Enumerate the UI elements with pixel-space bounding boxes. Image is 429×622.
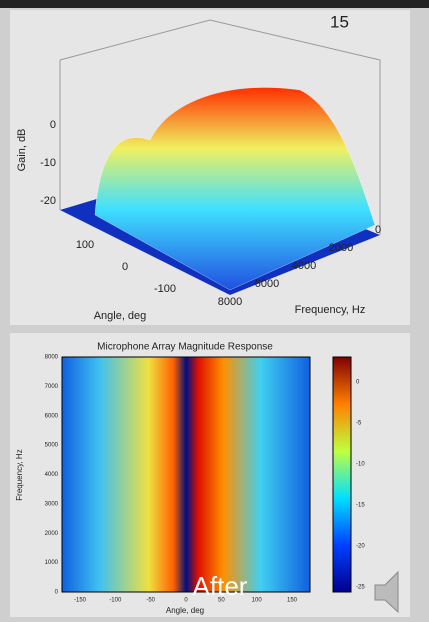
colorbar-tick: -5: [356, 421, 362, 427]
slide: 15 Gain, dB 0-10-201000-1000200040006000…: [0, 0, 429, 617]
heatmap-y-tick: 1000: [45, 560, 59, 566]
heatmap-x-tick: -150: [74, 598, 87, 604]
angle-tick: -100: [154, 283, 176, 295]
angle-label: Angle, deg: [94, 310, 147, 322]
heatmap-y-tick: 6000: [45, 413, 59, 419]
colorbar-tick: -15: [356, 503, 365, 509]
heatmap-y-tick: 3000: [45, 501, 59, 507]
heatmap-x-tick: -50: [146, 598, 155, 604]
heatmap-y-tick: 7000: [45, 384, 59, 390]
heatmap-x-tick: -100: [109, 598, 122, 604]
heatmap-y-tick: 5000: [45, 443, 59, 449]
heatmap-y-tick: 2000: [45, 531, 59, 537]
frequency-tick: 8000: [218, 296, 242, 308]
heatmap-y-tick: 4000: [45, 472, 59, 478]
frequency-tick: 0: [375, 224, 381, 236]
slide-number: 15: [330, 12, 349, 31]
caption: After: [193, 571, 248, 601]
colorbar: [333, 357, 351, 592]
heatmap-x-tick: 150: [287, 598, 298, 604]
z-label: Gain, dB: [16, 129, 28, 172]
frequency-tick: 2000: [329, 242, 353, 254]
angle-tick: 100: [76, 239, 94, 251]
z-tick: -20: [40, 195, 56, 207]
angle-tick: 0: [122, 261, 128, 273]
z-tick: 0: [50, 119, 56, 131]
heatmap-y-tick: 8000: [45, 355, 59, 361]
colorbar-tick: -10: [356, 462, 365, 468]
frequency-tick: 6000: [255, 278, 279, 290]
top-bar: [0, 0, 429, 8]
heatmap-title: Microphone Array Magnitude Response: [97, 342, 273, 353]
z-tick: -10: [40, 157, 56, 169]
frequency-tick: 4000: [292, 260, 316, 272]
colorbar-tick: -25: [356, 585, 365, 591]
heatmap-y-label: Frequency, Hz: [15, 449, 24, 500]
heatmap-x-tick: 100: [252, 598, 263, 604]
heatmap-image: [62, 357, 310, 592]
heatmap-x-label: Angle, deg: [166, 606, 204, 615]
colorbar-tick: -20: [356, 544, 365, 550]
frequency-label: Frequency, Hz: [295, 304, 366, 316]
